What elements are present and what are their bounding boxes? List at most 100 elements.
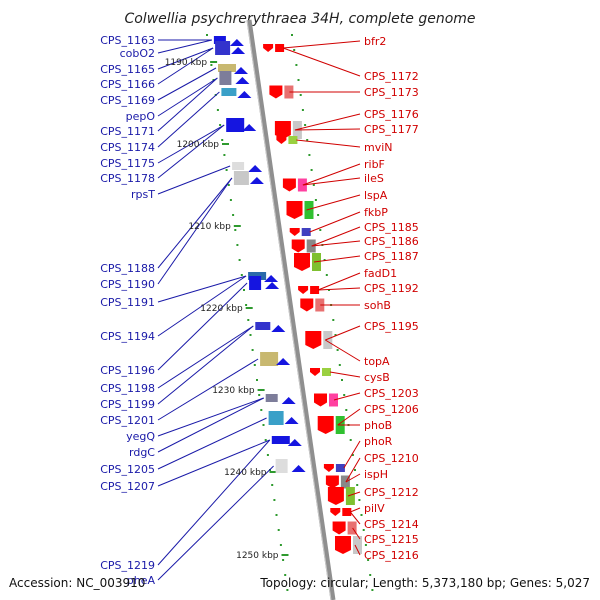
connector-line bbox=[306, 194, 361, 211]
connector-line bbox=[347, 491, 361, 497]
connector-line bbox=[311, 226, 361, 247]
tick-mark bbox=[334, 334, 337, 336]
tick-mark bbox=[332, 319, 335, 321]
reverse-gene-arrow bbox=[294, 253, 310, 271]
connector-line bbox=[294, 128, 361, 131]
gene-label: bfr2 bbox=[364, 35, 386, 48]
connector-line bbox=[354, 544, 361, 556]
tick-mark bbox=[299, 94, 302, 96]
connector-line bbox=[157, 124, 225, 164]
gene-label: CPS_1166 bbox=[100, 78, 155, 91]
gene-block bbox=[304, 201, 314, 219]
gene-block bbox=[275, 44, 285, 52]
gene-label: CPS_1219 bbox=[100, 559, 155, 572]
tick-mark bbox=[262, 424, 265, 426]
tick-mark bbox=[282, 559, 285, 561]
gene-label: phoR bbox=[364, 435, 393, 448]
gene-block bbox=[284, 85, 294, 99]
kbp-label: 1230 kbp bbox=[212, 386, 255, 396]
tick-mark bbox=[264, 439, 267, 441]
gene-label: CPS_1195 bbox=[364, 320, 419, 333]
forward-gene-arrow bbox=[237, 91, 252, 98]
tick-mark bbox=[238, 259, 241, 261]
tick-mark bbox=[338, 364, 341, 366]
gene-label: CPS_1163 bbox=[100, 34, 155, 47]
tick-mark bbox=[356, 484, 359, 486]
gene-label: CPS_1198 bbox=[100, 382, 155, 395]
tick-mark bbox=[243, 289, 245, 291]
tick-mark bbox=[284, 574, 287, 576]
tick-mark bbox=[369, 574, 372, 576]
forward-gene-arrow bbox=[284, 417, 299, 424]
gene-label: CPS_1201 bbox=[100, 414, 155, 427]
connector-line bbox=[345, 473, 361, 483]
connector-line bbox=[313, 255, 361, 263]
gene-label: yegQ bbox=[126, 430, 155, 443]
connector-line bbox=[302, 177, 361, 186]
reverse-gene-arrow bbox=[317, 416, 334, 434]
connector-line bbox=[282, 47, 361, 77]
tick-mark bbox=[336, 349, 339, 351]
tick-mark bbox=[310, 169, 313, 171]
connector-line bbox=[157, 47, 214, 70]
tick-mark bbox=[306, 139, 309, 141]
connector-line bbox=[311, 240, 361, 247]
gene-label: CPS_1216 bbox=[364, 549, 419, 562]
tick-mark bbox=[312, 184, 315, 186]
reverse-gene-arrow bbox=[323, 464, 334, 472]
tick-mark bbox=[266, 454, 269, 456]
connector-line bbox=[296, 139, 361, 148]
gene-block bbox=[345, 487, 355, 505]
reverse-gene-arrow bbox=[330, 508, 341, 516]
connector-line bbox=[157, 67, 217, 101]
gene-block bbox=[329, 393, 338, 407]
forward-gene-arrow bbox=[231, 47, 246, 54]
forward-gene-arrow bbox=[271, 325, 286, 332]
connector-line bbox=[157, 439, 270, 487]
connector-line bbox=[157, 282, 248, 371]
tick-mark bbox=[249, 334, 252, 336]
tick-mark bbox=[297, 79, 300, 81]
tick-mark bbox=[229, 199, 232, 201]
connector-line bbox=[333, 392, 361, 401]
gene-block bbox=[340, 475, 350, 489]
gene-label: topA bbox=[364, 355, 390, 368]
tick-mark bbox=[341, 379, 343, 381]
gene-label: ispH bbox=[364, 468, 388, 481]
gene-label: CPS_1206 bbox=[364, 403, 419, 416]
connector-line bbox=[283, 40, 361, 49]
connector-line bbox=[350, 507, 361, 513]
tick-mark bbox=[225, 169, 228, 171]
connector-line bbox=[157, 397, 264, 437]
forward-gene-arrow bbox=[234, 67, 248, 74]
reverse-gene-arrow bbox=[300, 298, 314, 312]
tick-mark bbox=[219, 124, 222, 126]
tick-mark bbox=[301, 109, 304, 111]
reverse-gene-arrow bbox=[298, 286, 309, 294]
connector-line bbox=[325, 325, 361, 341]
connector-line bbox=[337, 408, 361, 426]
reverse-gene-arrow bbox=[276, 136, 287, 144]
connector-line bbox=[352, 527, 361, 540]
gene-block bbox=[215, 41, 231, 55]
tick-mark bbox=[354, 469, 356, 471]
gene-label: CPS_1169 bbox=[100, 94, 155, 107]
gene-label: CPS_1191 bbox=[100, 296, 155, 309]
gene-label: mviN bbox=[364, 141, 393, 154]
tick-mark bbox=[364, 544, 367, 546]
gene-label: ileS bbox=[364, 172, 384, 185]
gene-label: CPS_1186 bbox=[364, 235, 419, 248]
tick-mark bbox=[223, 154, 226, 156]
reverse-gene-arrow bbox=[335, 536, 351, 554]
reverse-gene-arrow bbox=[286, 201, 303, 219]
forward-gene-arrow bbox=[291, 465, 306, 472]
gene-block bbox=[268, 411, 284, 425]
reverse-gene-arrow bbox=[263, 44, 274, 52]
tick-mark bbox=[351, 454, 354, 456]
tick-mark bbox=[240, 274, 243, 276]
tick-mark bbox=[206, 34, 208, 36]
gene-block bbox=[342, 508, 352, 516]
gene-label: CPS_1172 bbox=[364, 70, 419, 83]
gene-label: pheA bbox=[127, 574, 156, 587]
tick-mark bbox=[275, 514, 278, 516]
